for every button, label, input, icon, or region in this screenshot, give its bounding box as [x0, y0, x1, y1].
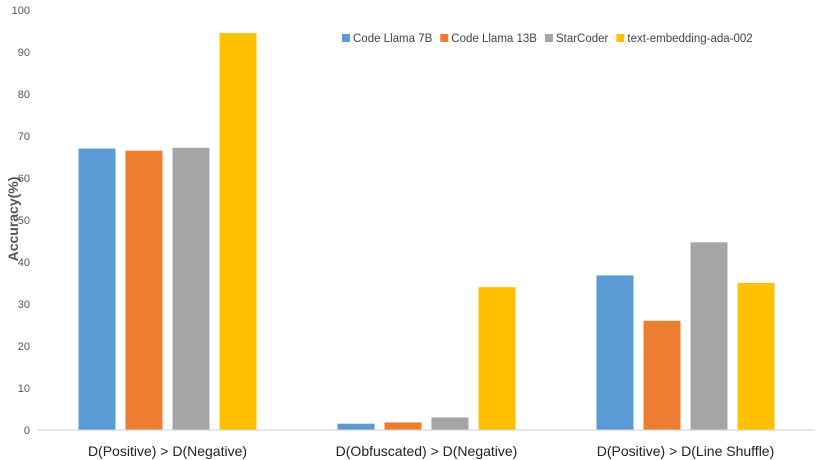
legend-label: text-embedding-ada-002 [627, 33, 752, 45]
legend-swatch [616, 34, 625, 42]
x-category-label: D(Obfuscated) > D(Negative) [336, 443, 518, 459]
y-tick-label: 60 [18, 173, 30, 185]
bar-2-3 [643, 320, 681, 430]
legend: Code Llama 7B Code Llama 13B StarCoder text… [342, 33, 753, 45]
y-tick-label: 70 [18, 131, 30, 143]
legend-label: StarCoder [556, 33, 609, 45]
bar-1-2 [337, 423, 375, 430]
y-tick-label: 40 [18, 257, 30, 269]
y-tick-label: 50 [18, 215, 30, 227]
y-tick-label: 80 [18, 89, 30, 101]
bar-3-2 [431, 417, 469, 430]
bar-1-1 [78, 148, 116, 430]
bar-4-1 [219, 33, 257, 430]
y-tick-label: 0 [24, 425, 30, 437]
bar-3-1 [172, 147, 210, 431]
y-axis-title-group: Accuracy(%) [5, 177, 21, 262]
legend-label: Code Llama 13B [451, 33, 537, 45]
bar-4-3 [737, 283, 775, 430]
bar-4-2 [478, 287, 516, 430]
y-axis: 0 10 20 30 40 50 60 70 80 90 100 [12, 5, 30, 437]
bar-2-1 [125, 150, 163, 430]
bars [78, 33, 775, 431]
bar-1-3 [596, 275, 634, 430]
bar-2-2 [384, 422, 422, 430]
legend-swatch [440, 34, 449, 42]
bar-3-3 [690, 242, 728, 430]
y-axis-title: Accuracy(%) [5, 177, 21, 262]
legend-swatch [342, 34, 350, 42]
x-axis: D(Positive) > D(Negative) D(Obfuscated) >… [88, 443, 774, 459]
legend-label: Code Llama 7B [353, 33, 433, 45]
x-category-label: D(Positive) > D(Negative) [88, 443, 247, 459]
legend-swatch [544, 34, 553, 42]
x-category-label: D(Positive) > D(Line Shuffle) [597, 443, 775, 459]
y-tick-label: 30 [18, 299, 30, 311]
y-tick-label: 20 [18, 341, 30, 353]
y-tick-label: 90 [18, 47, 30, 59]
y-tick-label: 100 [12, 5, 30, 17]
y-tick-label: 10 [18, 383, 30, 395]
